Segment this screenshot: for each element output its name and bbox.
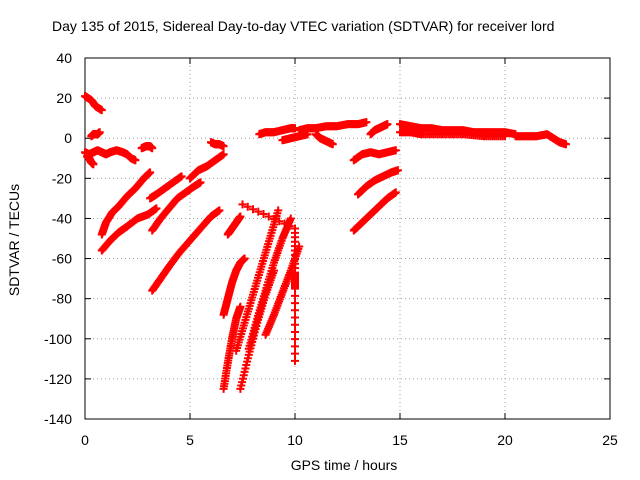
series-isolated-points [238, 200, 299, 365]
data-point [291, 356, 299, 365]
y-tick-label: -60 [52, 251, 72, 267]
series-steep-a [219, 254, 249, 319]
series-rise-a [97, 168, 155, 239]
series-rise-e [148, 206, 224, 295]
data-point [97, 106, 106, 115]
x-tick-label: 15 [392, 432, 408, 448]
series-arc-13h-low [349, 146, 400, 165]
y-axis: 40 20 0 -20 -40 -60 -80 -100 -120 -140 [44, 50, 610, 427]
data-point [236, 302, 245, 311]
y-tick-label: -80 [52, 291, 72, 307]
data-point [383, 120, 392, 129]
plot-frame [84, 57, 611, 420]
data-point [254, 207, 263, 216]
data-point [249, 205, 257, 214]
series-arc-start-high [81, 92, 106, 115]
data-point [501, 132, 509, 141]
data-point [215, 206, 224, 215]
data-point [280, 219, 289, 228]
x-tick-label: 10 [287, 432, 303, 448]
x-tick-label: 0 [81, 432, 89, 448]
series-day-plateau-b [295, 118, 371, 135]
data-point [393, 166, 402, 175]
data-point [285, 222, 294, 231]
data-point [328, 140, 337, 149]
y-tick-label: 20 [56, 90, 72, 106]
data-point [291, 306, 299, 315]
grid-lines [85, 58, 610, 419]
data-point [303, 130, 312, 139]
series-arc-near-zero-1 [87, 128, 104, 141]
series-dip-11h [312, 130, 337, 149]
data-point [291, 320, 299, 329]
series-arc-13h [366, 120, 392, 139]
data-point [219, 142, 228, 151]
data-point [291, 349, 299, 358]
x-axis-label: GPS time / hours [291, 457, 398, 473]
data-points [81, 92, 570, 393]
data-point [291, 313, 299, 322]
series-arc-6h-top [207, 138, 228, 151]
series-steep-b [219, 302, 245, 393]
data-point [291, 291, 299, 300]
series-small-7h [223, 212, 245, 239]
data-point [391, 188, 400, 197]
y-tick-label: 0 [64, 130, 72, 146]
y-tick-label: -40 [52, 210, 72, 226]
data-point [291, 342, 299, 351]
y-tick-label: 40 [56, 50, 72, 66]
series-rise-14h-b [349, 188, 400, 235]
data-point [291, 284, 299, 293]
data-point [89, 160, 98, 169]
y-tick-label: -140 [44, 411, 72, 427]
series-steep-c [232, 206, 283, 355]
series-rise-c [146, 172, 186, 203]
y-tick-label: -120 [44, 371, 72, 387]
series-day-plateau-c [278, 130, 312, 145]
data-point [270, 214, 278, 223]
x-tick-label: 5 [186, 432, 194, 448]
series-late-day-low [396, 128, 509, 141]
data-point [131, 156, 140, 165]
data-point [264, 212, 273, 221]
data-point [240, 254, 249, 263]
y-axis-label: SDTVAR / TECUs [6, 184, 22, 296]
x-tick-label: 20 [497, 432, 513, 448]
x-tick-label: 25 [602, 432, 618, 448]
data-point [391, 146, 400, 155]
series-rise-b [97, 204, 161, 255]
series-rise-f [186, 150, 228, 183]
data-point [152, 204, 161, 213]
y-tick-label: -100 [44, 331, 72, 347]
data-point [561, 140, 570, 149]
data-point [291, 335, 299, 344]
data-point [177, 172, 186, 181]
series-day-plateau-a [255, 124, 299, 139]
data-point [362, 118, 371, 127]
data-point [196, 178, 205, 187]
series-rise-14h-a [354, 166, 402, 199]
series-arc-small-3h [137, 142, 157, 153]
data-point [95, 128, 104, 137]
data-point [148, 144, 157, 153]
data-point [291, 327, 299, 336]
chart-title: Day 135 of 2015, Sidereal Day-to-day VTE… [52, 18, 554, 34]
data-point [286, 214, 295, 223]
y-tick-label: -20 [52, 170, 72, 186]
data-point [291, 299, 299, 308]
series-evening [511, 130, 570, 149]
data-point [259, 210, 268, 219]
data-point [219, 150, 228, 159]
data-point [275, 217, 284, 226]
data-point [236, 212, 245, 221]
x-axis: 0 5 10 15 20 25 [81, 58, 618, 448]
data-point [238, 200, 247, 209]
series-arc-near-zero-3 [83, 152, 98, 169]
data-point [274, 206, 283, 215]
series-rise-d [148, 178, 205, 235]
data-point [291, 124, 299, 133]
data-point [243, 202, 252, 211]
data-point [146, 168, 155, 177]
